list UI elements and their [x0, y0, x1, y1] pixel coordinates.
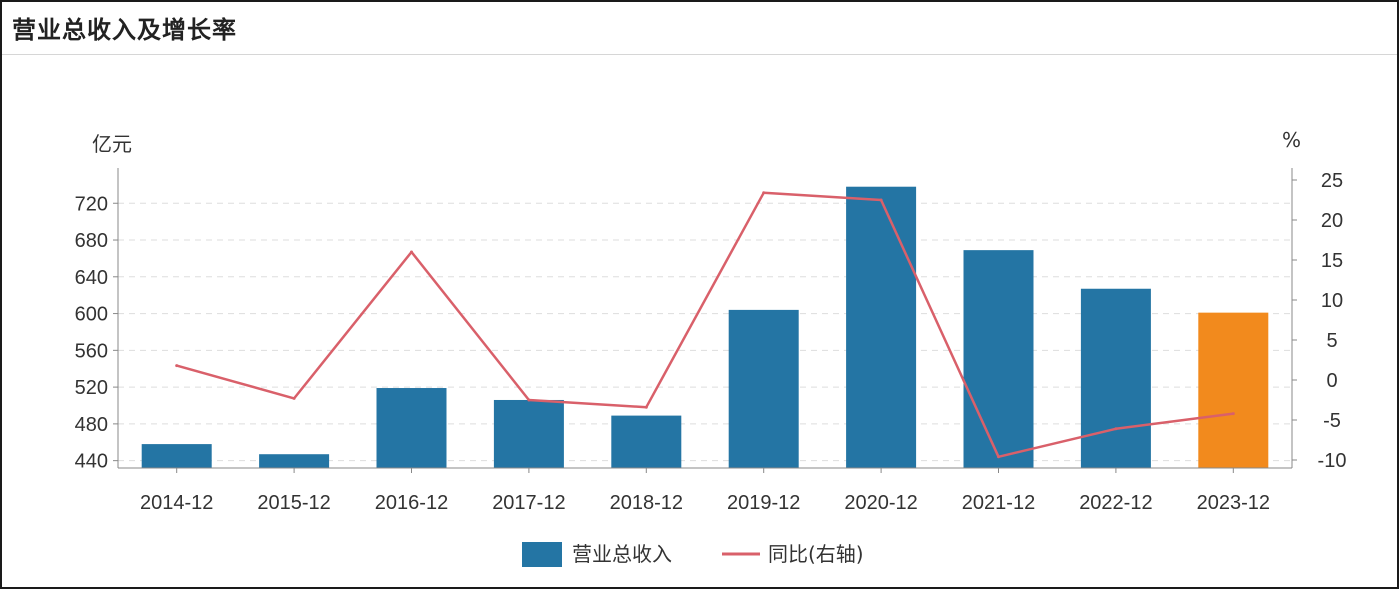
- growth-point-2015-12[interactable]: [292, 396, 296, 400]
- grid-lines: [118, 202, 1292, 462]
- x-tick-label: 2023-12: [1197, 492, 1270, 514]
- left-tick-label: 480: [75, 414, 108, 436]
- growth-point-2014-12[interactable]: [175, 364, 179, 368]
- bar-2015-12[interactable]: [259, 454, 330, 468]
- bar-2023-12[interactable]: [1198, 312, 1269, 468]
- growth-polyline: [176, 191, 1234, 459]
- right-tick-label: 5: [1326, 330, 1337, 352]
- x-tick-label: 2019-12: [727, 492, 800, 514]
- left-tick-label: 440: [75, 451, 108, 473]
- growth-point-2017-12[interactable]: [527, 398, 531, 402]
- growth-point-2016-12[interactable]: [410, 250, 413, 254]
- growth-point-2020-12[interactable]: [879, 198, 883, 202]
- right-tick-label: 15: [1321, 250, 1343, 272]
- x-tick-label: 2014-12: [140, 492, 213, 514]
- panel-header: 营业总收入及增长率: [2, 2, 1397, 55]
- growth-point-2019-12[interactable]: [762, 191, 766, 195]
- growth-point-2022-12[interactable]: [1114, 427, 1118, 431]
- right-tick-label: 20: [1321, 210, 1343, 232]
- bar-2014-12[interactable]: [141, 444, 212, 468]
- left-tick-label: 640: [75, 267, 108, 289]
- x-tick-label: 2022-12: [1079, 492, 1152, 514]
- legend-bar-swatch[interactable]: [522, 542, 562, 567]
- right-tick-label: 0: [1326, 370, 1337, 392]
- right-tick-label: 10: [1321, 290, 1343, 312]
- right-tick-label: -5: [1323, 410, 1341, 432]
- growth-point-2018-12[interactable]: [644, 405, 648, 409]
- left-tick-label: 560: [75, 340, 108, 362]
- left-tick-label: 720: [75, 193, 108, 215]
- right-tick-label: -10: [1318, 450, 1347, 472]
- bar-2021-12[interactable]: [963, 250, 1034, 468]
- revenue-bars: [141, 186, 1269, 468]
- bar-2018-12[interactable]: [611, 415, 682, 468]
- left-tick-label: 520: [75, 377, 108, 399]
- chart-title: 营业总收入及增长率: [12, 16, 237, 44]
- bar-2022-12[interactable]: [1080, 288, 1151, 468]
- x-tick-label: 2015-12: [257, 492, 330, 514]
- growth-point-2023-12[interactable]: [1231, 412, 1235, 416]
- left-tick-label: 600: [75, 304, 108, 326]
- bar-2016-12[interactable]: [376, 388, 447, 468]
- bar-2019-12[interactable]: [728, 309, 799, 468]
- legend-bar-label[interactable]: 营业总收入: [572, 542, 672, 566]
- legend[interactable]: 营业总收入 同比(右轴): [522, 542, 864, 567]
- left-tick-label: 680: [75, 230, 108, 252]
- right-axis-unit: %: [1282, 128, 1302, 152]
- bar-2017-12[interactable]: [493, 399, 564, 468]
- x-tick-label: 2020-12: [844, 492, 917, 514]
- x-tick-label: 2018-12: [610, 492, 683, 514]
- left-axis-unit: 亿元: [92, 132, 132, 156]
- legend-line-label[interactable]: 同比(右轴): [768, 542, 864, 566]
- x-tick-label: 2021-12: [962, 492, 1035, 514]
- axes: 440 480 520 560 600 640 680 720 -10 -5 0 5 10 15 20 25 2…: [75, 168, 1347, 514]
- x-tick-label: 2016-12: [375, 492, 448, 514]
- growth-line: [175, 191, 1235, 459]
- bar-2020-12[interactable]: [846, 186, 917, 468]
- right-tick-label: 25: [1321, 170, 1343, 192]
- x-tick-label: 2017-12: [492, 492, 565, 514]
- growth-point-2021-12[interactable]: [997, 455, 1000, 459]
